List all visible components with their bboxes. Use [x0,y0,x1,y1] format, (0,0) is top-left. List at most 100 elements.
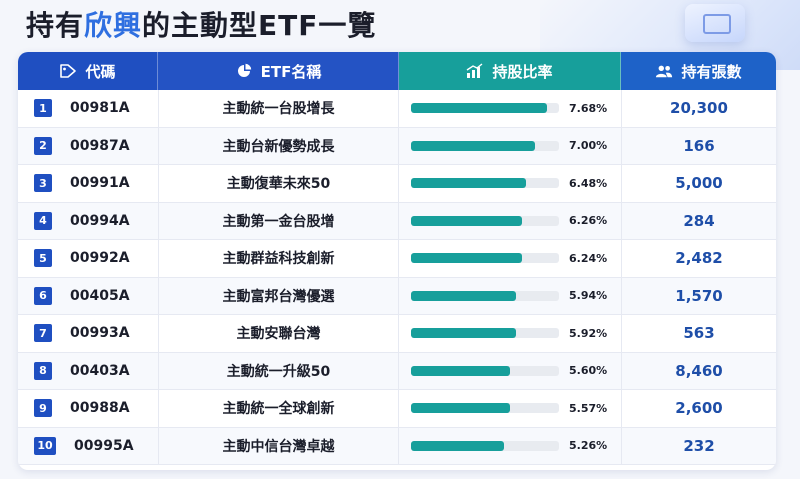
ratio-value: 5.94% [569,289,608,303]
rank-badge: 1 [34,99,52,118]
etf-code: 00987A [70,137,130,154]
title-prefix: 持有 [26,9,85,42]
ratio-bar-track [411,365,559,376]
ratio-bar-track [411,290,559,301]
holding-count: 2,600 [621,390,776,427]
etf-name: 主動群益科技創新 [158,240,399,277]
table-row[interactable]: 9 00988A 主動統一全球創新 5.57% 2,600 [18,390,776,428]
rank-badge: 7 [34,324,52,343]
rank-badge: 9 [34,399,52,418]
cell-ratio: 5.60% [399,353,621,390]
ratio-bar-fill [411,365,511,376]
ratio-bar-fill [411,253,522,264]
cell-ratio: 6.26% [399,203,621,240]
cell-code: 4 00994A [18,211,158,230]
ratio-bar-track [411,140,559,151]
title-accent: 欣興 [84,9,143,42]
table-row[interactable]: 10 00995A 主動中信台灣卓越 5.26% 232 [18,427,776,465]
holding-count: 284 [621,202,776,239]
rank-badge: 8 [34,361,52,380]
cell-code: 7 00993A [18,324,158,343]
etf-name: 主動復華未來50 [158,165,399,202]
etf-name: 主動統一升級50 [158,352,399,389]
holding-count: 20,300 [621,90,776,127]
bar-growth-icon [467,63,483,78]
cell-code: 10 00995A [18,436,158,455]
etf-code: 00995A [74,437,134,454]
table-row[interactable]: 4 00994A 主動第一金台股增 6.26% 284 [18,202,776,240]
table-body: 1 00981A 主動統一台股增長 7.68% 20,300 2 00987A … [18,90,776,465]
etf-name: 主動富邦台灣優選 [158,277,399,314]
ratio-bar-fill [411,290,517,301]
header-count[interactable]: 持有張數 [621,52,776,90]
header-ratio-label: 持股比率 [492,62,553,81]
table-row[interactable]: 7 00993A 主動安聯台灣 5.92% 563 [18,315,776,353]
chip-illustration-icon [685,4,745,42]
header-name-label: ETF名稱 [260,62,322,81]
table-row[interactable]: 6 00405A 主動富邦台灣優選 5.94% 1,570 [18,277,776,315]
cell-code: 3 00991A [18,174,158,193]
table-row[interactable]: 3 00991A 主動復華未來50 6.48% 5,000 [18,165,776,203]
table-row[interactable]: 5 00992A 主動群益科技創新 6.24% 2,482 [18,240,776,278]
holding-count: 563 [621,315,776,352]
header-name[interactable]: ETF名稱 [158,52,399,90]
ratio-bar-track [411,403,559,414]
tag-icon [60,64,77,78]
ratio-value: 5.60% [569,364,608,378]
cell-ratio: 7.68% [399,90,621,127]
holding-count: 5,000 [621,165,776,202]
ratio-bar-track [411,215,559,226]
rank-badge: 5 [34,249,52,268]
rank-badge: 2 [34,136,52,155]
holding-count: 1,570 [621,277,776,314]
header-code-label: 代碼 [85,62,116,81]
ratio-bar-fill [411,178,526,189]
ratio-bar-fill [411,215,522,226]
ratio-value: 6.24% [569,251,608,265]
etf-code: 00992A [70,250,130,267]
table-row[interactable]: 2 00987A 主動台新優勢成長 7.00% 166 [18,127,776,165]
cell-ratio: 5.94% [399,278,621,315]
cell-code: 9 00988A [18,399,158,418]
ratio-bar-fill [411,328,516,339]
etf-name: 主動安聯台灣 [158,315,399,352]
ratio-bar-track [411,328,559,339]
cell-ratio: 6.24% [399,240,621,277]
ratio-bar-track [411,440,559,451]
rank-badge: 3 [34,174,52,193]
cell-code: 8 00403A [18,361,158,380]
holding-count: 232 [621,427,776,464]
holding-count: 2,482 [621,240,776,277]
rank-badge: 4 [34,211,52,230]
ratio-bar-fill [411,140,536,151]
etf-code: 00405A [70,287,130,304]
table-row[interactable]: 8 00403A 主動統一升級50 5.60% 8,460 [18,352,776,390]
etf-code: 00403A [70,362,130,379]
etf-code: 00988A [70,400,130,417]
cell-ratio: 6.48% [399,165,621,202]
cell-ratio: 5.92% [399,315,621,352]
ratio-bar-fill [411,440,505,451]
etf-code: 00994A [70,212,130,229]
ratio-value: 5.57% [569,401,608,415]
pie-chart-icon [237,63,251,77]
rank-badge: 6 [34,286,52,305]
header-ratio[interactable]: 持股比率 [399,52,621,90]
header-code[interactable]: 代碼 [18,52,158,90]
title-suffix: 的主動型ETF一覽 [142,9,377,42]
table-header: 代碼 ETF名稱 持股比率 持有張數 [18,52,776,90]
ratio-value: 5.92% [569,326,608,340]
ratio-bar-track [411,253,559,264]
etf-name: 主動中信台灣卓越 [158,427,399,464]
cell-ratio: 7.00% [399,128,621,165]
holding-count: 166 [621,127,776,164]
ratio-value: 7.68% [569,101,608,115]
ratio-value: 7.00% [569,139,608,153]
rank-badge: 10 [34,436,56,455]
table-row[interactable]: 1 00981A 主動統一台股增長 7.68% 20,300 [18,90,776,128]
cell-code: 6 00405A [18,286,158,305]
etf-table: 代碼 ETF名稱 持股比率 持有張數 [18,52,776,470]
ratio-bar-track [411,178,559,189]
etf-code: 00981A [70,100,130,117]
etf-name: 主動統一全球創新 [158,390,399,427]
